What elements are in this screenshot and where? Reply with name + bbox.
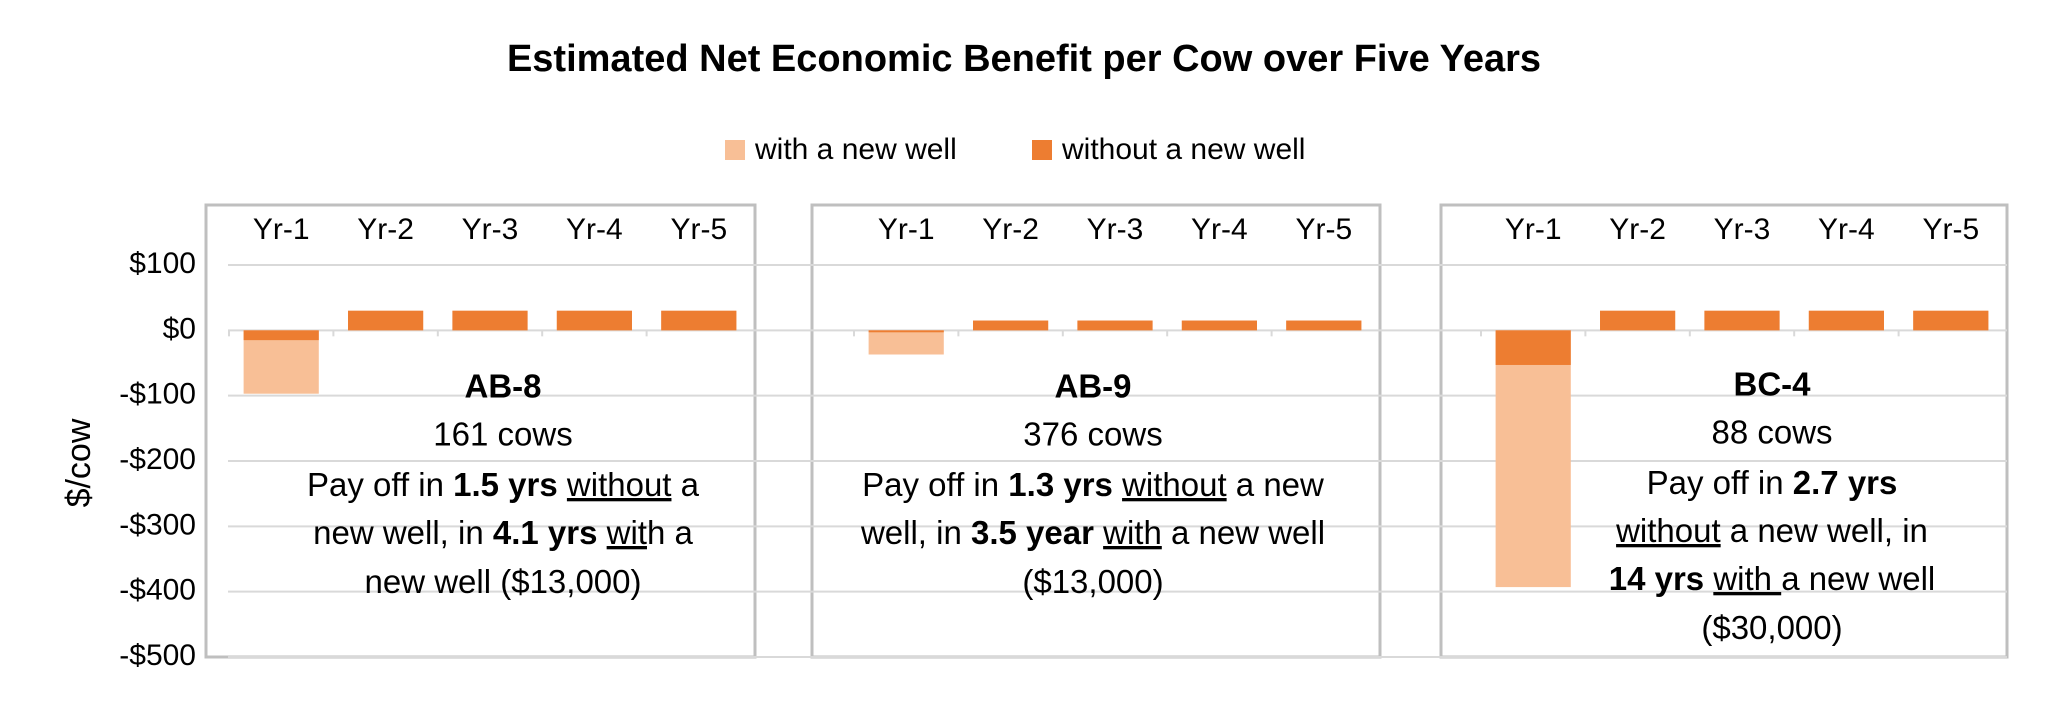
annotation-run: 1.5 yrs — [453, 466, 558, 503]
annotation-run — [558, 466, 567, 503]
legend-label: without a new well — [1061, 133, 1305, 166]
annotation-run: Pay off in — [862, 466, 1008, 503]
bar — [556, 310, 632, 331]
x-tick-label: Yr-3 — [1087, 213, 1144, 246]
annotation-run: without — [566, 466, 672, 503]
bar — [1495, 330, 1571, 365]
annotation-run — [1113, 466, 1122, 503]
annotation-run: ($30,000) — [1701, 609, 1842, 646]
bar — [348, 310, 424, 331]
annotation-run: 1.3 yrs — [1008, 466, 1113, 503]
x-tick-label: Yr-3 — [1714, 213, 1771, 246]
annotation-run: a new well, in — [1721, 512, 1928, 549]
bar — [868, 330, 944, 333]
x-tick-label: Yr-2 — [982, 213, 1039, 246]
annotation-run: ($13,000) — [1022, 563, 1163, 600]
annotation-run: 4.1 yrs — [493, 514, 598, 551]
y-tick-label: -$400 — [119, 574, 196, 607]
bar — [1600, 310, 1676, 331]
x-tick-label: Yr-5 — [1922, 213, 1979, 246]
panel-label: AB-8 — [464, 368, 541, 405]
panel-subtitle: 376 cows — [1023, 416, 1162, 453]
annotation-run: a new well — [1781, 560, 1935, 597]
bar — [452, 310, 528, 331]
annotation-run: 2.7 yrs — [1793, 464, 1898, 501]
bar — [1913, 310, 1989, 331]
bar — [243, 330, 319, 394]
annotation-run: Pay off in — [1647, 464, 1793, 501]
y-tick-label: $0 — [163, 312, 196, 345]
bar — [1077, 320, 1153, 331]
x-tick-label: Yr-4 — [566, 213, 623, 246]
annotation-line: without a new well, in — [1615, 512, 1928, 549]
annotation-line: Pay off in 1.3 yrs without a new — [862, 466, 1324, 503]
x-tick-label: Yr-2 — [357, 213, 414, 246]
y-axis-label: $/cow — [60, 418, 98, 507]
bar — [1495, 330, 1571, 588]
legend-label: with a new well — [754, 133, 957, 166]
x-tick-label: Yr-5 — [670, 213, 727, 246]
annotation-run: without — [1121, 466, 1227, 503]
annotation-run: new well, in — [313, 514, 493, 551]
y-tick-label: -$500 — [119, 639, 196, 672]
annotation-run: 14 yrs — [1609, 560, 1704, 597]
x-tick-label: Yr-1 — [253, 213, 310, 246]
bar — [973, 320, 1049, 331]
annotation-run: a new well — [1162, 514, 1325, 551]
y-tick-label: $100 — [129, 247, 196, 280]
annotation-run: a new — [1227, 466, 1324, 503]
annotation-run: Pay off in — [307, 466, 453, 503]
annotation-run: without — [1615, 512, 1721, 549]
bar — [1286, 320, 1362, 331]
annotation-line: Pay off in 2.7 yrs — [1647, 464, 1898, 501]
x-tick-label: Yr-3 — [462, 213, 519, 246]
bar — [243, 330, 319, 341]
annotation-run — [1094, 514, 1103, 551]
x-tick-label: Yr-5 — [1295, 213, 1352, 246]
x-tick-label: Yr-4 — [1191, 213, 1248, 246]
annotation-run — [597, 514, 606, 551]
x-tick-label: Yr-4 — [1818, 213, 1875, 246]
annotation-line: ($30,000) — [1701, 609, 1842, 646]
panel-label: BC-4 — [1733, 366, 1811, 403]
panel-subtitle: 88 cows — [1711, 414, 1832, 451]
x-tick-label: Yr-1 — [1505, 213, 1562, 246]
annotation-line: ($13,000) — [1022, 563, 1163, 600]
annotation-run: a — [671, 466, 699, 503]
x-tick-label: Yr-1 — [878, 213, 935, 246]
annotation-line: 14 yrs with a new well — [1609, 560, 1936, 597]
y-tick-label: -$200 — [119, 443, 196, 476]
panel-label: AB-9 — [1054, 368, 1131, 405]
annotation-run: 3.5 year — [971, 514, 1094, 551]
legend-swatch — [1032, 140, 1052, 160]
annotation-run: well, in — [860, 514, 971, 551]
annotation-line: well, in 3.5 year with a new well — [860, 514, 1325, 551]
chart-title: Estimated Net Economic Benefit per Cow o… — [507, 38, 1541, 80]
bar — [1181, 320, 1257, 331]
x-tick-label: Yr-2 — [1609, 213, 1666, 246]
legend-swatch — [725, 140, 745, 160]
annotation-line: new well, in 4.1 yrs with a — [313, 514, 693, 551]
y-tick-label: -$100 — [119, 378, 196, 411]
annotation-run: with — [1102, 514, 1162, 551]
annotation-run: new well ($13,000) — [365, 563, 642, 600]
bar — [1704, 310, 1780, 331]
bar — [661, 310, 737, 331]
annotation-run: wit — [606, 514, 647, 551]
bar — [1808, 310, 1884, 331]
annotation-line: Pay off in 1.5 yrs without a — [307, 466, 700, 503]
annotation-line: new well ($13,000) — [365, 563, 642, 600]
bar — [868, 330, 944, 355]
annotation-run: h a — [647, 514, 694, 551]
annotation-run: with — [1712, 560, 1781, 597]
annotation-run — [1704, 560, 1713, 597]
panel-subtitle: 161 cows — [433, 416, 572, 453]
y-tick-label: -$300 — [119, 508, 196, 541]
